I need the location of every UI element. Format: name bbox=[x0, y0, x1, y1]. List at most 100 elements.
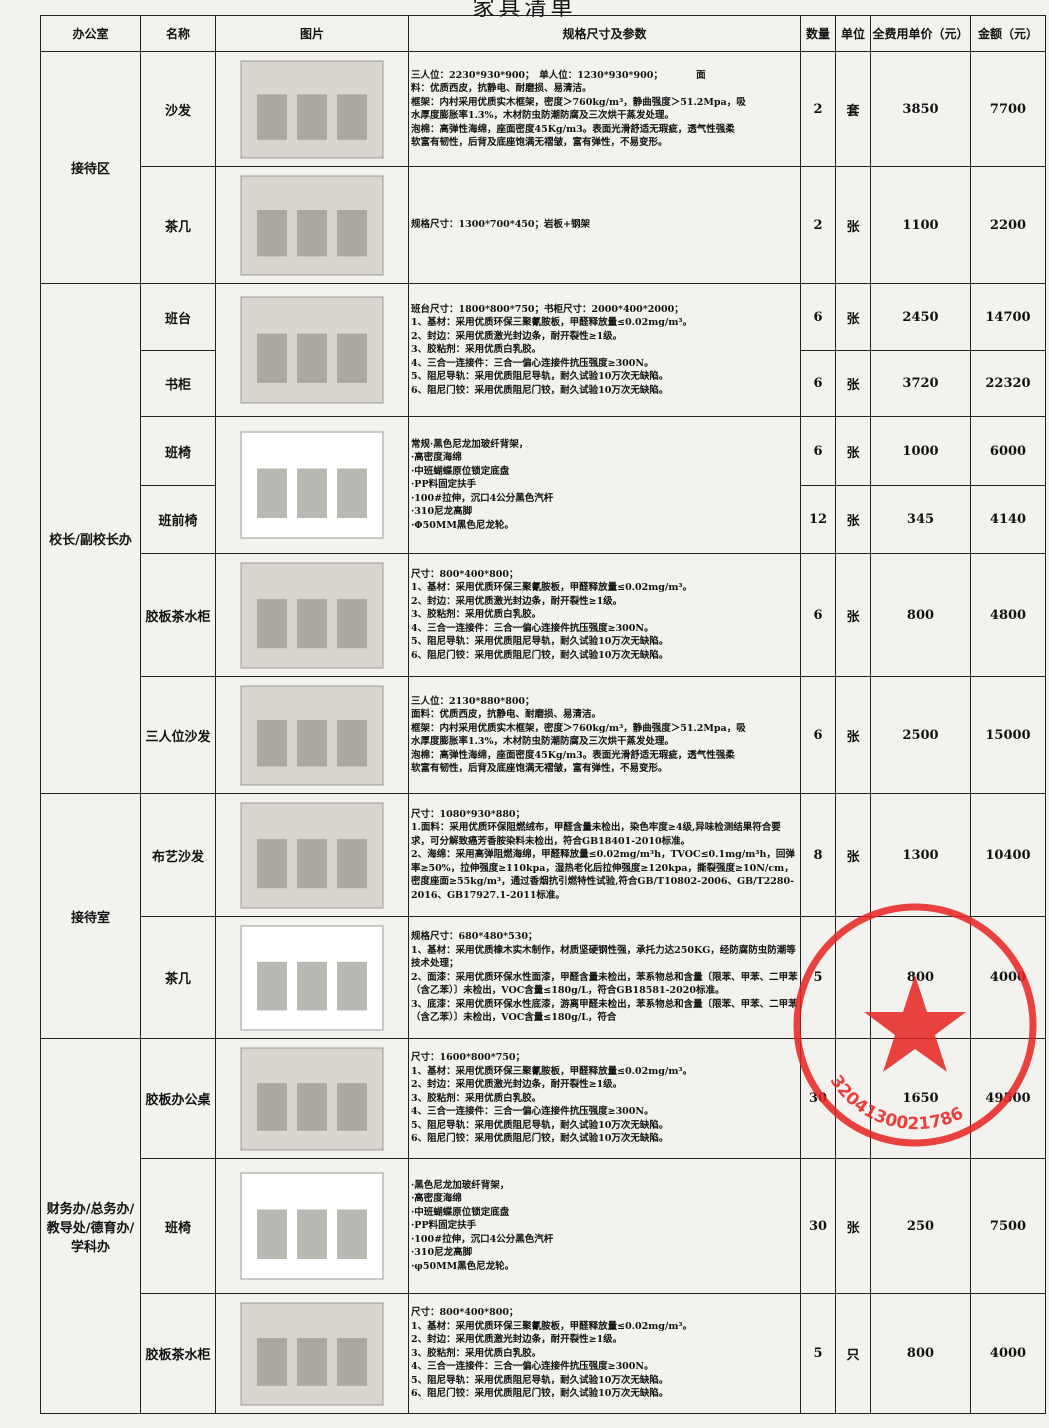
product-photo bbox=[240, 175, 384, 275]
header-cell: 数量 bbox=[800, 15, 836, 52]
product-photo bbox=[240, 562, 384, 668]
spec-cell: 常规·黑色尼龙加玻纤背架， ·高密度海绵 ·中班蝴蝶原位锁定底盘 ·PP料固定扶手 ·1… bbox=[408, 416, 801, 554]
office-cell: 财务办/总务办/教导处/德育办/学科办 bbox=[40, 1038, 141, 1414]
spec-line: 4、三合一连接件：三合一偏心连接件抗压强度≥300N。 bbox=[411, 622, 654, 634]
item-row: 班椅 常规·黑色尼龙加玻纤背架， ·高密度海绵 ·中班蝴蝶原位锁定底盘 ·PP料固定扶手… bbox=[41, 416, 1046, 554]
unit-cell: 张 bbox=[835, 166, 871, 284]
spec-line: 4、三合一连接件：三合一偏心连接件抗压强度≥300N。 bbox=[411, 357, 654, 369]
amount-cell: 7500 bbox=[970, 1158, 1046, 1294]
spec-line: 软富有韧性，后背及底座饱满无褶皱，富有弹性，不易变形。 bbox=[411, 763, 668, 774]
spec-line: ·310尼龙高脚 bbox=[411, 1247, 473, 1259]
product-photo bbox=[240, 925, 384, 1030]
unit-cell: 张 bbox=[835, 676, 871, 794]
item-row: 财务办/总务办/教导处/德育办/学科办 胶板办公桌 尺寸：1600*800*750；… bbox=[40, 1038, 1046, 1414]
name-cell: 胶板办公桌 bbox=[140, 1038, 216, 1159]
spec-line: 6、阻尼门铰：采用优质阻尼门铰，耐久试验10万次无缺陷。 bbox=[411, 1388, 669, 1400]
unit-cell: 张 bbox=[835, 485, 871, 554]
spec-line: 3、胶粘剂：采用优质白乳胶。 bbox=[411, 609, 542, 621]
office-cell: 接待室 bbox=[40, 793, 141, 1039]
price-cell: 3720 bbox=[870, 350, 971, 417]
amount-cell: 7700 bbox=[970, 51, 1046, 167]
qty-cell: 2 bbox=[800, 166, 836, 284]
header-cell: 规格尺寸及参数 bbox=[408, 15, 801, 52]
qty-cell: 6 bbox=[800, 676, 836, 794]
spec-line: 3、胶粘剂：采用优质白乳胶。 bbox=[411, 1092, 542, 1104]
spec-line: 5、阻尼导轨：采用优质阻尼导轨，耐久试验10万次无缺陷。 bbox=[411, 1374, 669, 1386]
amount-cell: 6000 bbox=[970, 416, 1046, 486]
spec-line: 3、胶粘剂：采用优质白乳胶。 bbox=[411, 344, 542, 356]
price-cell: 800 bbox=[870, 553, 971, 677]
spec-line: 6、阻尼门铰：采用优质阻尼门铰，耐久试验10万次无缺陷。 bbox=[411, 1133, 669, 1145]
product-photo bbox=[240, 1302, 384, 1405]
qty-cell: 12 bbox=[800, 485, 836, 554]
spec-line: ·φ50MM黑色尼龙轮。 bbox=[411, 1260, 515, 1272]
unit-cell: 只 bbox=[835, 1293, 871, 1414]
qty-cell: 30 bbox=[800, 1158, 836, 1294]
spec-line: 3、底漆：采用优质环保水性底漆，游离甲醛未检出，苯系物总和含量〔限苯、甲苯、二甲… bbox=[411, 998, 798, 1024]
spec-line: ·310尼龙高脚 bbox=[411, 506, 473, 518]
spec-cell: 尺寸：800*400*800； 1、基材：采用优质环保三聚氰胺板，甲醛释放量≤0.… bbox=[408, 553, 801, 677]
spec-line: ·PP料固定扶手 bbox=[411, 479, 477, 491]
price-cell: 800 bbox=[870, 1293, 971, 1414]
spec-line: ·PP料固定扶手 bbox=[411, 1220, 477, 1232]
spec-line: 三人位：2230*930*900； 单人位：1230*930*900； 面 bbox=[411, 69, 706, 81]
unit-cell: 张 bbox=[835, 416, 871, 486]
header-cell: 全费用单价（元） bbox=[870, 15, 971, 52]
spec-line: 6、阻尼门铰：采用优质阻尼门铰，耐久试验10万次无缺陷。 bbox=[411, 649, 669, 661]
amount-cell: 4140 bbox=[970, 485, 1046, 554]
item-row: 茶几 规格尺寸：1300*700*450；岩板+钢架 2 张 1100 2200 bbox=[41, 166, 1046, 284]
price-cell: 3850 bbox=[870, 51, 971, 167]
spec-line: 料：优质西皮，抗静电、耐磨损、易清洁。 bbox=[411, 83, 592, 94]
picture-cell bbox=[215, 166, 409, 284]
amount-cell: 4800 bbox=[970, 553, 1046, 677]
header-cell: 金额（元） bbox=[970, 15, 1046, 52]
spec-line: 2、面漆：采用优质环保水性面漆，甲醛含量未检出，苯系物总和含量〔限苯、甲苯、二甲… bbox=[411, 971, 798, 997]
name-cell: 班前椅 bbox=[140, 485, 216, 554]
product-photo bbox=[240, 802, 384, 908]
qty-cell: 6 bbox=[800, 416, 836, 486]
spec-line: ·黑色尼龙加玻纤背架， bbox=[411, 1179, 510, 1191]
unit-cell bbox=[835, 1038, 871, 1159]
item-row: 胶板茶水柜 尺寸：800*400*800； 1、基材：采用优质环保三聚氰胺板，甲醛释… bbox=[41, 1293, 1046, 1414]
item-row: 书柜 6 张 3720 22320 bbox=[41, 350, 1046, 417]
qty-cell: 2 bbox=[800, 51, 836, 167]
spec-line: 泡棉：高弹性海绵，座面密度45Kg/m3。表面光滑舒适无瑕疵，透气性强柔 bbox=[411, 749, 735, 761]
product-photo bbox=[240, 296, 384, 404]
unit-cell: 张 bbox=[835, 793, 871, 917]
spec-cell: 三人位：2130*880*800； 面料：优质西皮，抗静电、耐磨损、易清洁。 框架：… bbox=[408, 676, 801, 794]
unit-cell: 张 bbox=[835, 350, 871, 417]
spec-line: ·高密度海绵 bbox=[411, 452, 462, 464]
price-cell: 250 bbox=[870, 1158, 971, 1294]
unit-cell: 张 bbox=[835, 1158, 871, 1294]
spec-cell: 尺寸：1080*930*880； 1.面料：采用优质环保阻燃绒布，甲醛含量未检出，… bbox=[408, 793, 801, 917]
spec-line: ·100#拉伸，沉口4公分黑色汽杆 bbox=[411, 1233, 554, 1245]
name-cell: 胶板茶水柜 bbox=[140, 553, 216, 677]
spec-text: 尺寸：1080*930*880； 1.面料：采用优质环保阻燃绒布，甲醛含量未检出，… bbox=[410, 806, 800, 905]
spec-line: 1、基材：采用优质橡木实木制作，材质坚硬钢性强，承托力达250KG，经防腐防虫防… bbox=[411, 944, 796, 970]
product-photo bbox=[240, 431, 384, 539]
spec-line: 5、阻尼导轨：采用优质阻尼导轨，耐久试验10万次无缺陷。 bbox=[411, 1119, 669, 1131]
name-cell: 书柜 bbox=[140, 350, 216, 417]
office-cell: 接待区 bbox=[40, 51, 141, 284]
spec-line: 框架：内村采用优质实木框架，密度＞760kg/m³，静曲强度＞51.2Mpa，吸 bbox=[411, 722, 746, 734]
spec-line: 框架：内村采用优质实木框架，密度＞760kg/m³，静曲强度＞51.2Mpa，吸 bbox=[411, 96, 746, 108]
spec-line: 1、基材：采用优质环保三聚氰胺板，甲醛释放量≤0.02mg/m³。 bbox=[411, 1065, 693, 1077]
spec-line: 面料：优质西皮，抗静电、耐磨损、易清洁。 bbox=[411, 709, 602, 720]
spec-line: ·Φ50MM黑色尼龙轮。 bbox=[411, 519, 514, 531]
spec-cell: 规格尺寸：680*480*530； 1、基材：采用优质橡木实木制作，材质坚硬钢性强… bbox=[408, 916, 801, 1039]
spec-line: 5、阻尼导轨：采用优质阻尼导轨，耐久试验10万次无缺陷。 bbox=[411, 636, 669, 648]
spec-text: 三人位：2130*880*800； 面料：优质西皮，抗静电、耐磨损、易清洁。 框架：… bbox=[410, 693, 800, 778]
item-row: 三人位沙发 三人位：2130*880*800； 面料：优质西皮，抗静电、耐磨损、易清… bbox=[41, 676, 1046, 794]
picture-cell bbox=[215, 416, 409, 554]
header-cell: 图片 bbox=[215, 15, 409, 52]
amount-cell: 14700 bbox=[970, 283, 1046, 351]
spec-line: 2、封边：采用优质激光封边条，耐开裂性≥1级。 bbox=[411, 330, 623, 342]
spec-line: 班台尺寸：1800*800*750；书柜尺寸：2000*400*2000； bbox=[411, 303, 684, 315]
product-photo bbox=[240, 1172, 384, 1280]
stamp: 3204130021786 bbox=[793, 903, 1037, 1147]
spec-line: 4、三合一连接件：三合一偏心连接件抗压强度≥300N。 bbox=[411, 1106, 654, 1118]
picture-cell bbox=[215, 676, 409, 794]
spec-line: 1、基材：采用优质环保三聚氰胺板，甲醛释放量≤0.02mg/m³。 bbox=[411, 582, 693, 594]
picture-cell bbox=[215, 553, 409, 677]
spec-text: 班台尺寸：1800*800*750；书柜尺寸：2000*400*2000； 1、基… bbox=[410, 301, 800, 400]
